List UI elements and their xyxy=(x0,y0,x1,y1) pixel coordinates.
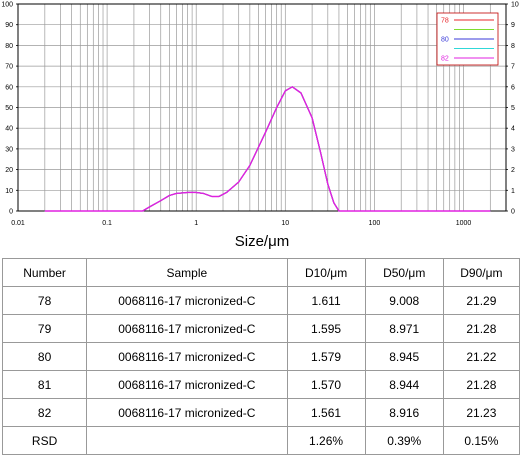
cell-sample: 0068116-17 micronized-C xyxy=(86,398,288,427)
y-tick-label-right: 9 xyxy=(511,22,515,29)
y-tick-label-left: 90 xyxy=(5,22,13,29)
table-row-rsd: RSD 1.26% 0.39% 0.15% xyxy=(1,426,521,455)
y-tick-label-right: 10 xyxy=(511,2,519,9)
table-row: 82 0068116-17 micronized-C 1.561 8.916 2… xyxy=(1,398,521,427)
cell-number: 81 xyxy=(1,370,88,399)
cell-d90: 21.22 xyxy=(442,342,521,371)
cell-d90: 21.29 xyxy=(442,286,521,315)
legend-label: 78 xyxy=(441,18,449,25)
y-tick-label-left: 50 xyxy=(5,105,13,112)
grid-lines xyxy=(17,4,507,211)
cell-sample: 0068116-17 micronized-C xyxy=(86,370,288,399)
cell-sample: 0068116-17 micronized-C xyxy=(86,314,288,343)
cell-d50: 9.008 xyxy=(364,286,444,315)
y-tick-label-left: 10 xyxy=(5,188,13,195)
plot-frame xyxy=(17,3,507,212)
header-d50: D50/μm xyxy=(364,258,444,287)
cell-number: 78 xyxy=(1,286,88,315)
cell-number: 82 xyxy=(1,398,88,427)
x-tick-label: 10 xyxy=(281,220,289,227)
table-row: 81 0068116-17 micronized-C 1.570 8.944 2… xyxy=(1,370,521,399)
y-tick-label-left: 60 xyxy=(5,84,13,91)
y-tick-label-right: 5 xyxy=(511,105,515,112)
cell-d10: 1.611 xyxy=(286,286,366,315)
cell-d10: 1.26% xyxy=(286,426,366,455)
cell-sample xyxy=(86,426,288,455)
cell-d90: 21.28 xyxy=(442,370,521,399)
header-sample: Sample xyxy=(86,258,288,287)
table-row: 78 0068116-17 micronized-C 1.611 9.008 2… xyxy=(1,286,521,315)
x-tick-label: 100 xyxy=(369,220,381,227)
header-d90: D90/μm xyxy=(442,258,521,287)
y-tick-label-right: 3 xyxy=(511,146,515,153)
legend-label: 80 xyxy=(441,37,449,44)
table-header-row: Number Sample D10/μm D50/μm D90/μm xyxy=(1,258,521,287)
y-tick-label-left: 100 xyxy=(1,2,13,9)
cell-d10: 1.570 xyxy=(286,370,366,399)
cell-d10: 1.561 xyxy=(286,398,366,427)
x-tick-label: 1000 xyxy=(456,220,472,227)
cell-sample: 0068116-17 micronized-C xyxy=(86,342,288,371)
x-axis-label: Size/μm xyxy=(235,233,290,250)
legend-label: 82 xyxy=(441,56,449,63)
y-tick-label-right: 4 xyxy=(511,126,515,133)
cell-d50: 8.945 xyxy=(364,342,444,371)
cell-number: 79 xyxy=(1,314,88,343)
cell-sample: 0068116-17 micronized-C xyxy=(86,286,288,315)
cell-d90: 21.23 xyxy=(442,398,521,427)
series-line-5 xyxy=(44,86,491,212)
cell-number: RSD xyxy=(1,426,88,455)
x-tick-label: 0.01 xyxy=(11,220,25,227)
y-tick-label-right: 7 xyxy=(511,64,515,71)
y-tick-label-left: 40 xyxy=(5,126,13,133)
cell-d10: 1.595 xyxy=(286,314,366,343)
cell-d50: 8.971 xyxy=(364,314,444,343)
y-tick-label-left: 20 xyxy=(5,167,13,174)
y-tick-label-right: 2 xyxy=(511,167,515,174)
y-tick-label-right: 8 xyxy=(511,43,515,50)
legend: 78 80 82 xyxy=(436,12,499,66)
header-d10: D10/μm xyxy=(286,258,366,287)
cell-d50: 8.944 xyxy=(364,370,444,399)
y-tick-label-left: 80 xyxy=(5,43,13,50)
particle-size-chart: 0 10 20 30 40 50 60 70 80 90 100 0 1 2 3 4 5 6 7 8 9 10 0.01 0.… xyxy=(1,2,519,251)
y-tick-label-right: 1 xyxy=(511,188,515,195)
cell-d50: 0.39% xyxy=(364,426,444,455)
cell-number: 80 xyxy=(1,342,88,371)
x-tick-label: 1 xyxy=(194,220,198,227)
x-tick-label: 0.1 xyxy=(102,220,112,227)
table-row: 80 0068116-17 micronized-C 1.579 8.945 2… xyxy=(1,342,521,371)
cell-d90: 0.15% xyxy=(442,426,521,455)
cell-d10: 1.579 xyxy=(286,342,366,371)
y-tick-label-left: 70 xyxy=(5,64,13,71)
y-tick-label-left: 0 xyxy=(9,209,13,216)
header-number: Number xyxy=(1,258,88,287)
y-tick-label-right: 6 xyxy=(511,84,515,91)
table-row: 79 0068116-17 micronized-C 1.595 8.971 2… xyxy=(1,314,521,343)
cell-d50: 8.916 xyxy=(364,398,444,427)
y-tick-label-right: 0 xyxy=(511,209,515,216)
y-tick-label-left: 30 xyxy=(5,146,13,153)
cell-d90: 21.28 xyxy=(442,314,521,343)
results-table: Number Sample D10/μm D50/μm D90/μm 78 00… xyxy=(1,258,521,455)
